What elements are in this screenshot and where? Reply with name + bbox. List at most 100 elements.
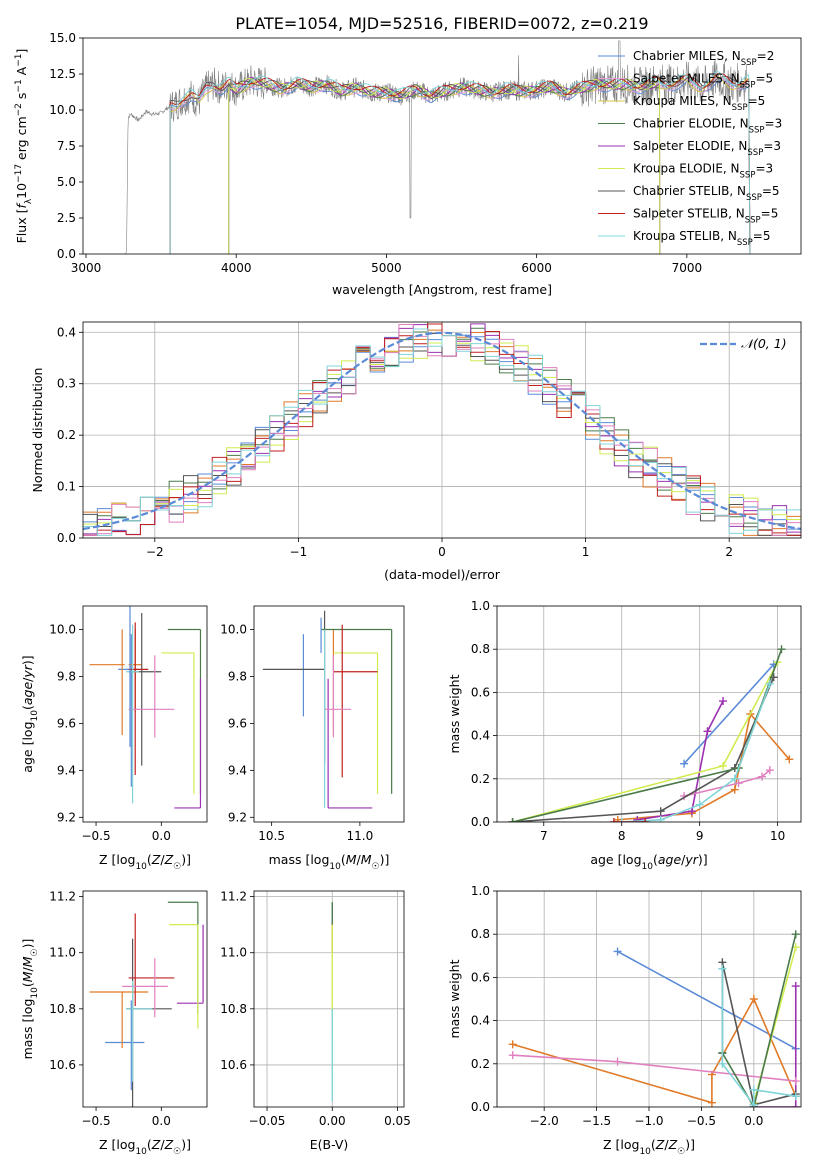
y-tick-label: 0.8 <box>471 927 490 941</box>
legend-text: =5 <box>755 72 773 86</box>
weight-line-1 <box>683 663 775 765</box>
y-tick-label: 10.8 <box>220 1002 247 1016</box>
y-tick-label: 0.4 <box>471 729 490 743</box>
y-tick-label: 0.6 <box>471 970 490 984</box>
model-line-5 <box>228 76 661 254</box>
legend-label-8: Salpeter STELIB, NSSP=5 <box>633 207 778 226</box>
massweight-vs-Z-panel: −2.0 −1.5 −1.0 −0.5 0.0 0.0 0.2 0.4 0.6 0.8 1.0 Z [… <box>447 884 802 1157</box>
y-tick-label: 12.5 <box>49 67 76 81</box>
label-part: ( <box>653 852 658 867</box>
label-part: ( <box>651 1137 656 1152</box>
weight-marker <box>730 774 739 783</box>
label-part: Z <box>151 852 161 867</box>
x-tick-label: 0.00 <box>319 1114 346 1128</box>
histogram-step-7 <box>83 323 801 536</box>
x-tick-label: −1 <box>290 545 308 559</box>
massweight-vs-age-ylabel: mass weight <box>447 674 462 753</box>
x-tick-label: 3000 <box>71 261 102 275</box>
massweight-vs-Z-ylabel: mass weight <box>447 959 462 1038</box>
model-line-6 <box>228 78 661 254</box>
label-part: M <box>20 971 35 982</box>
label-part: ☉ <box>372 862 380 872</box>
weight-marker <box>508 1040 517 1049</box>
y-tick-label: 9.4 <box>228 763 247 777</box>
label-part: f <box>14 203 29 209</box>
legend-text: =5 <box>762 184 780 198</box>
weight-marker <box>718 964 727 973</box>
plot-area <box>262 610 393 809</box>
weight-marker <box>656 807 665 816</box>
legend-text: =5 <box>761 207 779 221</box>
label-part: 10 <box>30 987 40 999</box>
y-tick-label: 0.8 <box>471 642 490 656</box>
label-part: mass [log <box>269 852 330 867</box>
x-tick-label: −2.0 <box>530 1114 559 1128</box>
y-tick-label: 9.6 <box>228 716 247 730</box>
legend-text: Kroupa ELODIE, N <box>633 162 740 176</box>
spectrum-title: PLATE=1054, MJD=52516, FIBERID=0072, z=0… <box>235 14 648 33</box>
label-part: Z <box>655 1137 665 1152</box>
age-vs-Z-panel: −0.5 0.09.29.49.69.810.0Z [log10(Z/Z☉)]ag… <box>20 605 208 872</box>
weight-line-4 <box>512 1054 796 1082</box>
legend-text: =2 <box>757 49 775 63</box>
age-vs-Z-ylabel: age [log10(age/yr)] <box>20 655 40 772</box>
legend-sub: SSP <box>737 238 753 248</box>
label-part: mass [log <box>20 999 35 1060</box>
y-tick-label: 0.6 <box>471 685 490 699</box>
weight-marker <box>508 1051 517 1060</box>
label-part: ☉ <box>173 1147 181 1157</box>
plot-area <box>89 606 202 809</box>
model-line-8 <box>169 73 751 254</box>
label-part: ( <box>341 852 346 867</box>
legend-sub: SSP <box>732 103 748 113</box>
x-tick-label: 0 <box>438 545 446 559</box>
label-part: )] <box>380 852 390 867</box>
label-part: −1 <box>14 53 24 66</box>
weight-marker <box>508 818 517 822</box>
legend-text: =3 <box>763 139 781 153</box>
label-part: A <box>14 66 29 79</box>
y-tick-label: 2.5 <box>57 211 76 225</box>
label-part: / <box>357 852 362 867</box>
y-tick-label: 10.6 <box>49 1058 76 1072</box>
label-part: 10 <box>30 710 40 722</box>
legend-sub: SSP <box>741 58 757 68</box>
label-part: 10 <box>639 1147 651 1157</box>
x-tick-label: 11.0 <box>347 829 374 843</box>
y-tick-label: 0.0 <box>57 531 76 545</box>
weight-marker <box>617 818 626 822</box>
y-tick-label: 0.0 <box>471 1100 490 1114</box>
label-part: )] <box>20 939 35 949</box>
weight-marker <box>641 818 650 822</box>
label-part: / <box>681 852 686 867</box>
weight-line-2 <box>617 712 790 821</box>
x-tick-label: 9 <box>696 829 704 843</box>
label-part: Z [log <box>99 852 135 867</box>
weight-marker <box>730 785 739 794</box>
label-part: )] <box>181 1137 191 1152</box>
massweight-vs-Z-xlabel: Z [log10(Z/Z☉)] <box>603 1137 695 1157</box>
label-part: )] <box>20 655 35 665</box>
legend-label-1: Chabrier MILES, NSSP=2 <box>633 49 774 68</box>
label-part: age <box>658 852 682 867</box>
label-part: −2 <box>14 103 24 116</box>
spectrum-xlabel: wavelength [Angstrom, rest frame] <box>332 282 552 297</box>
y-tick-label: 9.4 <box>57 763 76 777</box>
y-tick-label: 0.1 <box>57 480 76 494</box>
weight-line-4 <box>683 769 771 797</box>
y-tick-label: 0.2 <box>471 772 490 786</box>
label-part: age <box>20 682 35 706</box>
mass-vs-Z-ylabel: mass [log10(M/M☉)] <box>20 939 40 1060</box>
y-tick-label: 7.5 <box>57 139 76 153</box>
axes-frame <box>253 890 405 1108</box>
label-part: age [log <box>20 721 35 772</box>
plot-area <box>254 891 404 1107</box>
label-part: M <box>346 852 357 867</box>
legend-sub: SSP <box>749 126 765 136</box>
x-tick-label: −1.5 <box>582 1114 611 1128</box>
legend-sub: SSP <box>745 216 761 226</box>
legend-text: =3 <box>765 117 783 131</box>
legend-label-2: Salpeter MILES, NSSP=5 <box>633 72 773 91</box>
weight-marker <box>791 982 800 991</box>
